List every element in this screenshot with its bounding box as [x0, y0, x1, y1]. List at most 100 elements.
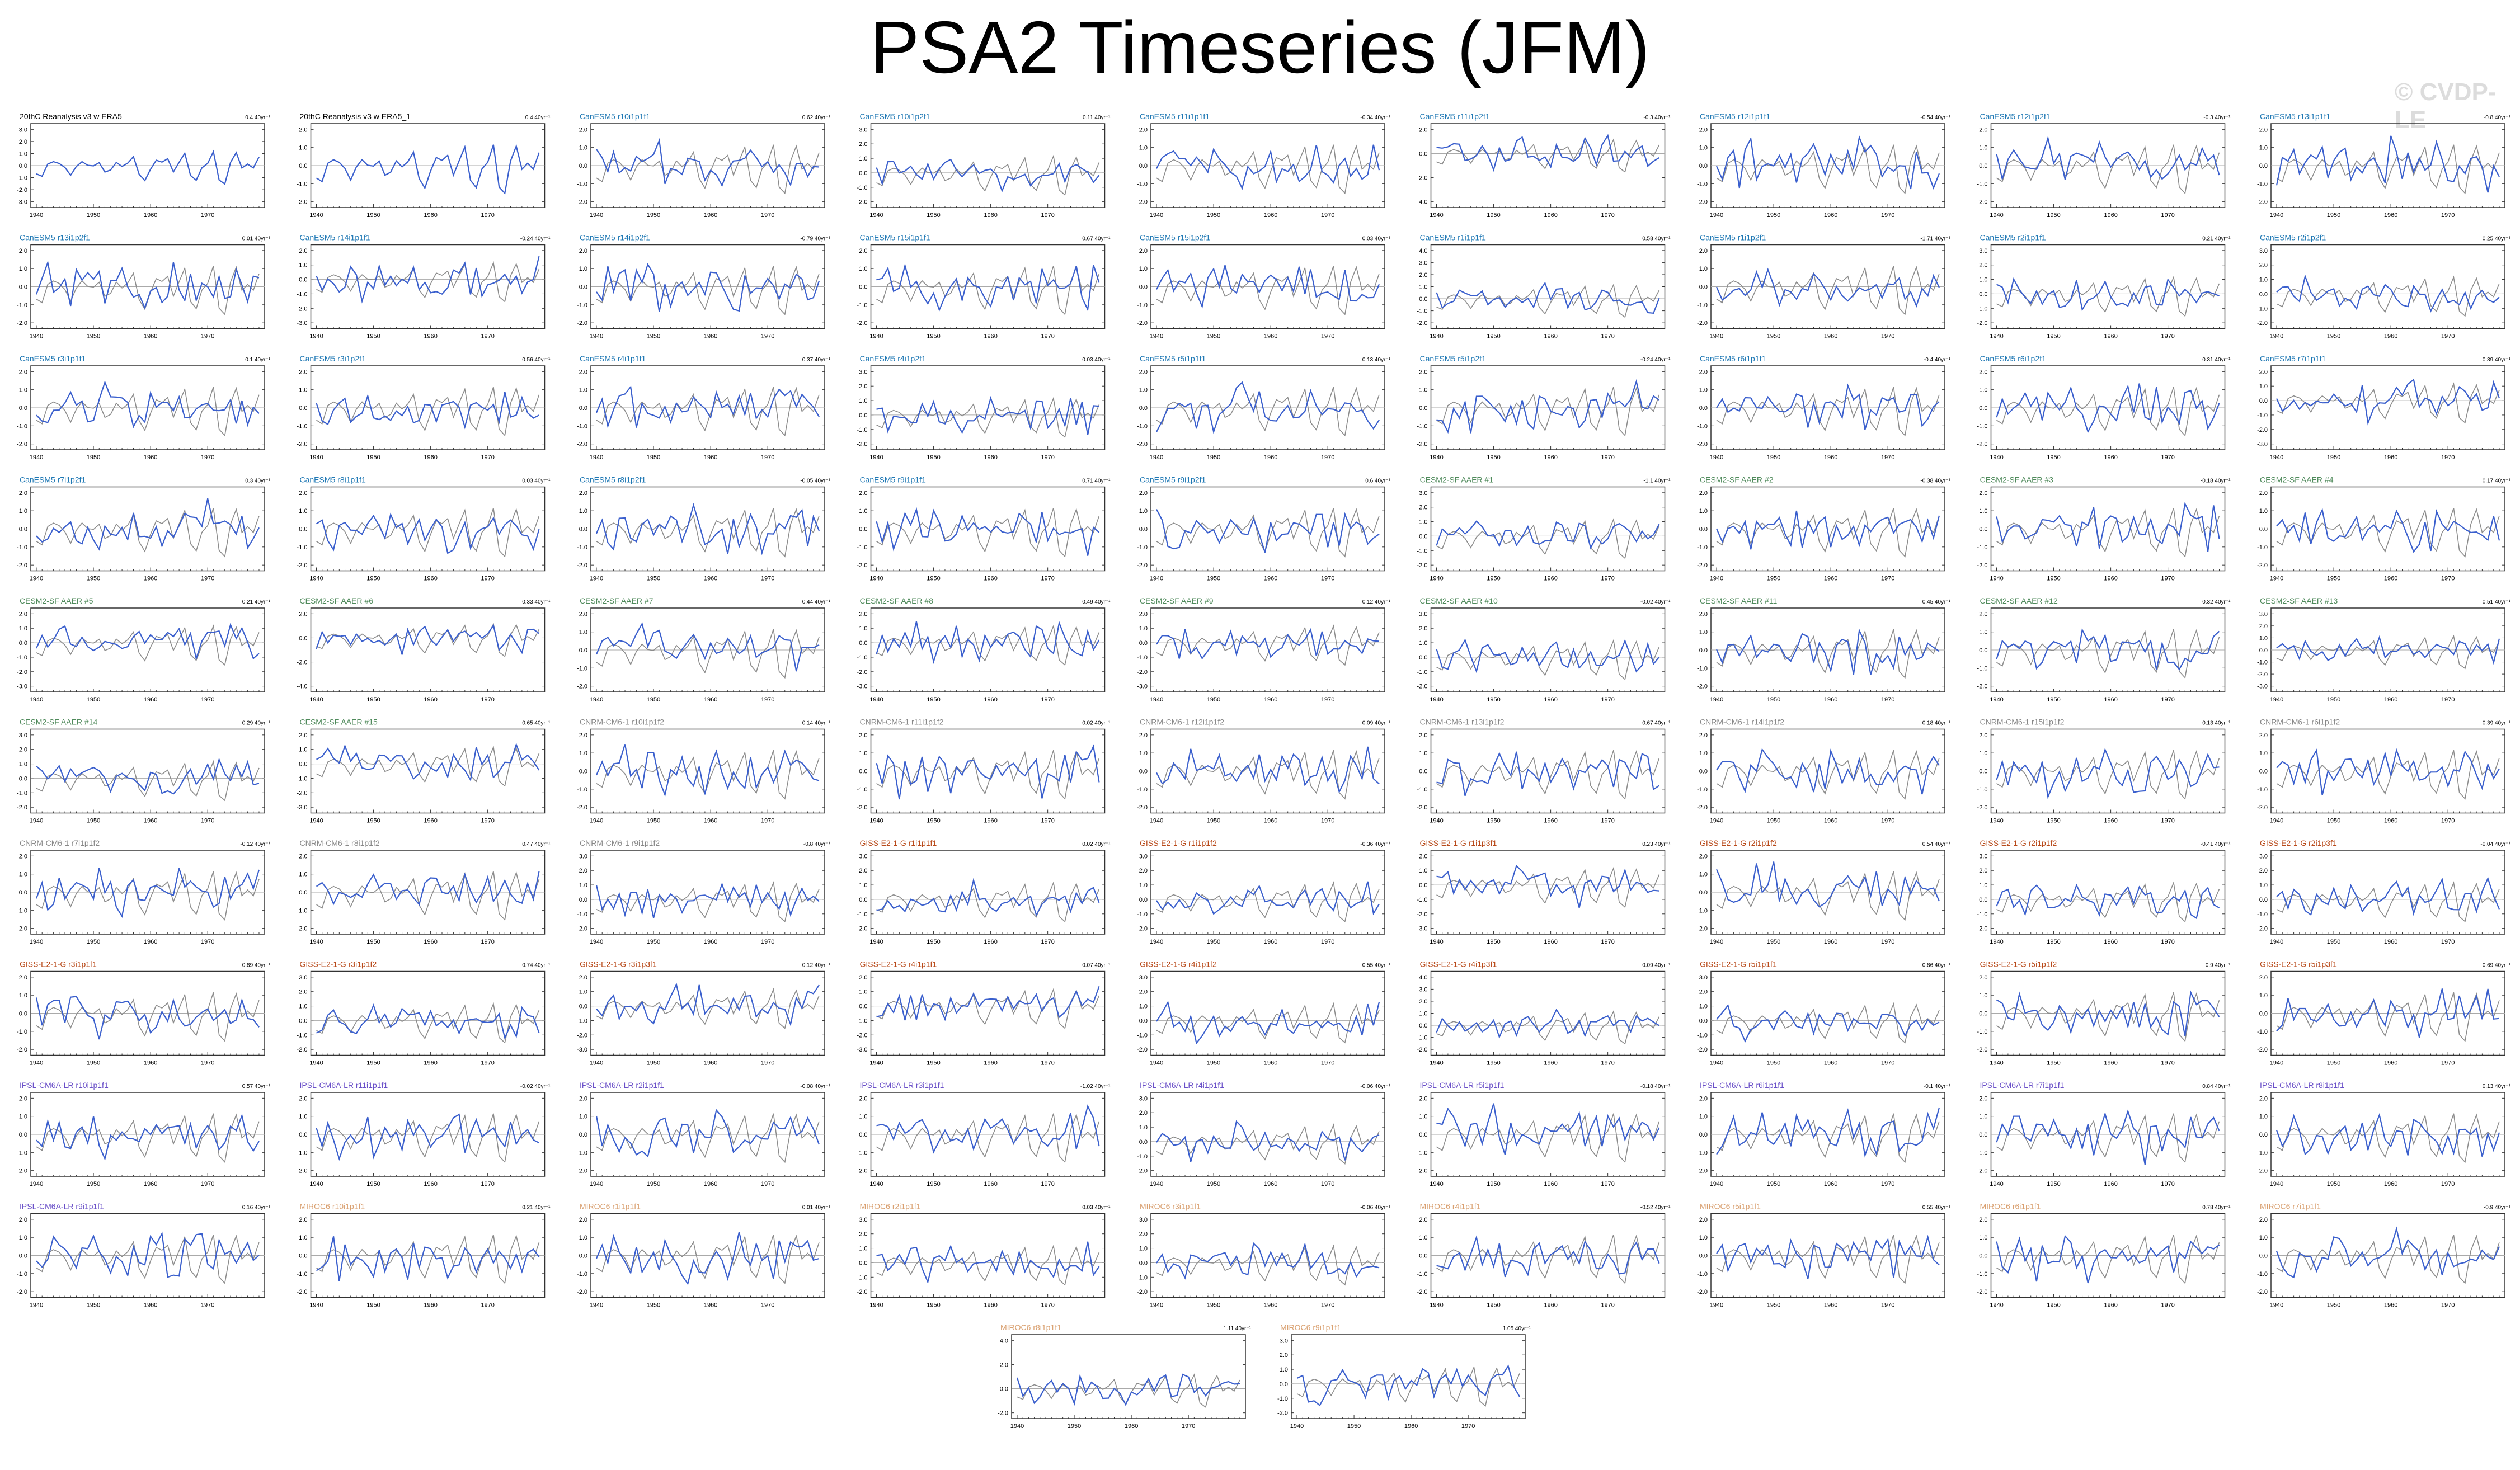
x-tick-label: 1940: [2270, 939, 2283, 945]
model-series-line: [876, 744, 1100, 800]
x-tick-label: 1960: [144, 454, 157, 461]
y-tick-label: -1.0: [17, 790, 27, 797]
y-tick-label: 2.0: [1979, 369, 1987, 375]
model-series-line: [1156, 628, 1380, 660]
x-tick-label: 1970: [1881, 1060, 1894, 1067]
panel-frame: [1430, 486, 1666, 572]
y-tick-label: -1.0: [1417, 786, 1428, 793]
model-series-line: [1436, 751, 1660, 797]
y-tick-label: 2.0: [1419, 505, 1427, 511]
obs-series-line: [596, 265, 820, 315]
y-tick-label: 2.0: [1419, 625, 1427, 632]
y-tick-label: 1.0: [579, 145, 587, 152]
model-series-line: [2275, 135, 2500, 193]
y-tick-label: 3.0: [2259, 611, 2268, 618]
y-tick-label: -2.0: [1417, 1047, 1428, 1053]
panel-label: CESM2-SF AAER #11: [1700, 596, 1777, 605]
y-tick-label: -2.0: [857, 441, 868, 448]
panel-trend: 0.12 40yr⁻¹: [802, 963, 831, 969]
y-tick-label: -1.0: [297, 291, 308, 298]
timeseries-panel: CanESM5 r10i1p1f1 0.62 40yr⁻¹ 2.0 1.0 0.0 -1.…: [577, 112, 831, 219]
y-tick-label: 3.0: [2259, 248, 2268, 255]
x-tick-label: 1960: [2384, 939, 2397, 945]
panel-label: CNRM-CM6-1 r15i1p1f2: [1980, 718, 2065, 727]
y-tick-label: 3.0: [859, 126, 867, 133]
y-tick-label: 0.0: [19, 284, 27, 291]
x-tick-label: 1940: [2270, 696, 2283, 703]
panel-frame: [30, 607, 265, 692]
panel-trend: -0.18 40yr⁻¹: [1920, 720, 1950, 727]
panel-label: IPSL-CM6A-LR r2i1p1f1: [580, 1081, 664, 1090]
y-tick-label: -2.0: [857, 199, 868, 206]
panel-trend: 0.54 40yr⁻¹: [1922, 841, 1951, 847]
panel-frame: [870, 970, 1106, 1056]
x-tick-label: 1950: [647, 454, 660, 461]
x-tick-label: 1940: [1430, 696, 1443, 703]
y-tick-label: 2.0: [579, 369, 587, 375]
x-tick-label: 1970: [1321, 1060, 1334, 1067]
x-tick-label: 1970: [481, 212, 494, 219]
y-tick-label: 1.0: [579, 882, 587, 889]
x-tick-label: 1950: [2047, 454, 2060, 461]
x-tick-label: 1960: [1264, 818, 1277, 824]
y-tick-label: 0.0: [579, 897, 587, 903]
y-tick-label: -1.0: [2257, 659, 2268, 666]
y-tick-label: -1.0: [297, 181, 308, 187]
x-tick-label: 1970: [201, 576, 214, 582]
panel-trend: -0.41 40yr⁻¹: [2201, 841, 2231, 847]
y-tick-label: 0.0: [1419, 533, 1427, 540]
y-tick-label: 0.0: [2259, 897, 2268, 903]
x-tick-label: 1950: [2047, 818, 2060, 824]
panel-trend: -0.24 40yr⁻¹: [520, 236, 551, 242]
x-tick-label: 1960: [2384, 576, 2397, 582]
y-tick-label: 1.0: [579, 989, 587, 996]
x-tick-label: 1960: [424, 212, 437, 219]
x-tick-label: 1940: [30, 454, 43, 461]
y-tick-label: 2.0: [19, 974, 27, 981]
x-tick-label: 1970: [1041, 696, 1054, 703]
x-tick-label: 1970: [1041, 333, 1054, 340]
y-tick-label: 2.0: [1419, 369, 1427, 375]
y-tick-label: 1.0: [859, 508, 867, 515]
x-tick-label: 1940: [309, 1181, 323, 1188]
x-tick-label: 1960: [1824, 576, 1837, 582]
x-tick-label: 1940: [1990, 454, 2003, 461]
panel-trend: 0.47 40yr⁻¹: [522, 841, 551, 847]
model-series-line: [1996, 383, 2220, 434]
y-tick-label: -2.0: [1977, 199, 1988, 206]
x-tick-label: 1940: [1430, 576, 1443, 582]
x-tick-label: 1940: [309, 1060, 323, 1067]
y-tick-label: 0.0: [859, 897, 867, 903]
model-series-line: [595, 502, 820, 555]
x-tick-label: 1940: [1150, 454, 1163, 461]
obs-series-line: [1996, 507, 2220, 558]
model-series-line: [35, 623, 260, 661]
obs-series-line: [36, 265, 260, 315]
y-tick-label: 0.0: [1699, 284, 1708, 291]
y-tick-label: 1.0: [299, 1114, 307, 1120]
x-tick-label: 1950: [2327, 939, 2340, 945]
panel-trend: 0.65 40yr⁻¹: [522, 720, 551, 727]
y-tick-label: -2.0: [857, 1032, 868, 1039]
panel-trend: -0.8 40yr⁻¹: [803, 841, 831, 847]
y-tick-label: -2.0: [857, 669, 868, 676]
y-tick-label: -1.0: [17, 907, 27, 914]
y-tick-label: -1.0: [297, 544, 308, 551]
panel-frame: [310, 728, 546, 814]
x-tick-label: 1960: [144, 212, 157, 219]
y-tick-label: -1.0: [2257, 412, 2268, 419]
obs-series-line: [1436, 1010, 1660, 1045]
x-tick-label: 1970: [481, 818, 494, 824]
timeseries-panel: CanESM5 r5i1p1f1 0.13 40yr⁻¹ 2.0 1.0 0.0 -1.0…: [1137, 354, 1391, 461]
y-tick-label: 2.0: [1139, 490, 1148, 497]
model-series-line: [876, 507, 1100, 556]
y-tick-label: 0.0: [299, 526, 307, 533]
model-series-line: [1996, 502, 2220, 552]
y-tick-label: 2.0: [2259, 369, 2268, 375]
obs-series-line: [2276, 382, 2500, 424]
y-tick-label: -1.0: [297, 1149, 308, 1156]
obs-series-line: [596, 750, 820, 800]
y-tick-label: 0.0: [299, 277, 307, 284]
panel-label: GISS-E2-1-G r4i1p1f1: [860, 960, 937, 969]
timeseries-panel: IPSL-CM6A-LR r2i1p1f1 -0.08 40yr⁻¹ 2.0 1.0 0…: [577, 1081, 831, 1188]
